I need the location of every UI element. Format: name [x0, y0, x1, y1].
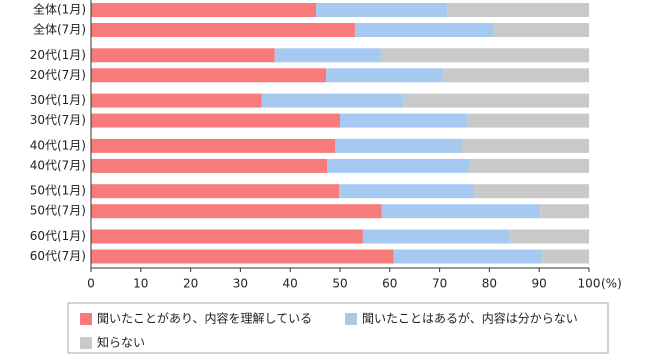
bar-segment: [381, 204, 541, 219]
y-tick-label: 30代(7月): [30, 113, 86, 127]
x-tick-label: 80: [482, 277, 497, 291]
legend-box: [67, 302, 609, 354]
x-tick-label: 10: [133, 277, 148, 291]
x-tick-label: 50: [332, 277, 347, 291]
bar-segment: [462, 138, 589, 153]
bar-segment: [542, 249, 589, 264]
bar-segment: [339, 184, 474, 199]
bar-segment: [447, 3, 589, 17]
bar-segment: [91, 3, 317, 17]
bar-segment: [509, 229, 589, 244]
y-tick-label: 60代(7月): [30, 249, 86, 263]
bar-segment: [91, 204, 382, 219]
bar-segment: [466, 113, 589, 128]
bar-segment: [335, 138, 463, 153]
bar-segment: [468, 158, 589, 173]
bar-segment: [354, 23, 494, 37]
legend-swatch: [80, 337, 92, 349]
legend-label: 聞いたことはあるが、内容は分からない: [362, 311, 578, 326]
bar-segment: [274, 48, 381, 63]
legend-label: 知らない: [97, 336, 145, 350]
legend-label: 聞いたことがあり、内容を理解している: [97, 311, 312, 326]
y-tick-label: 20代(1月): [30, 48, 86, 62]
y-tick-label: 50代(1月): [30, 184, 86, 198]
bar-segment: [380, 48, 589, 63]
x-tick-label: 60: [382, 277, 397, 291]
bar-segment: [327, 158, 469, 173]
y-tick-label: 60代(1月): [30, 229, 86, 243]
bar-segment: [91, 249, 394, 264]
y-tick-label: 40代(7月): [30, 158, 86, 172]
x-tick-label: 100: [578, 277, 601, 291]
x-tick-label: 40: [283, 277, 298, 291]
bar-segment: [91, 229, 363, 244]
x-tick-label: 70: [432, 277, 447, 291]
legend-swatch: [345, 313, 357, 325]
bar-segment: [91, 68, 327, 83]
legend-swatch: [80, 313, 92, 325]
y-tick-label: 50代(7月): [30, 204, 86, 218]
bar-segment: [91, 113, 340, 128]
bar-segment: [91, 184, 340, 199]
bar-segment: [540, 204, 589, 219]
bar-segment: [316, 3, 448, 17]
bar-segment: [91, 138, 336, 153]
y-tick-label: 40代(1月): [30, 138, 86, 152]
y-tick-label: 全体(7月): [33, 22, 86, 37]
x-tick-label: 20: [183, 277, 198, 291]
bar-segment: [261, 93, 404, 108]
bar-segment: [393, 249, 543, 264]
bar-segment: [91, 23, 355, 37]
x-tick-label: 90: [532, 277, 547, 291]
x-unit-label: (%): [601, 277, 622, 291]
y-tick-label: 30代(1月): [30, 93, 86, 107]
bar-segment: [473, 184, 589, 199]
bar-segment: [403, 93, 589, 108]
y-tick-label: 全体(1月): [33, 2, 86, 17]
x-tick-label: 30: [233, 277, 248, 291]
bar-segment: [91, 93, 262, 108]
bar-segment: [91, 158, 328, 173]
bar-segment: [493, 23, 589, 37]
bar-segment: [443, 68, 589, 83]
bar-segment: [326, 68, 444, 83]
x-tick-label: 0: [87, 277, 95, 291]
bar-segment: [340, 113, 467, 128]
y-tick-label: 20代(7月): [30, 68, 86, 82]
bar-segment: [91, 48, 275, 63]
bar-segment: [362, 229, 510, 244]
